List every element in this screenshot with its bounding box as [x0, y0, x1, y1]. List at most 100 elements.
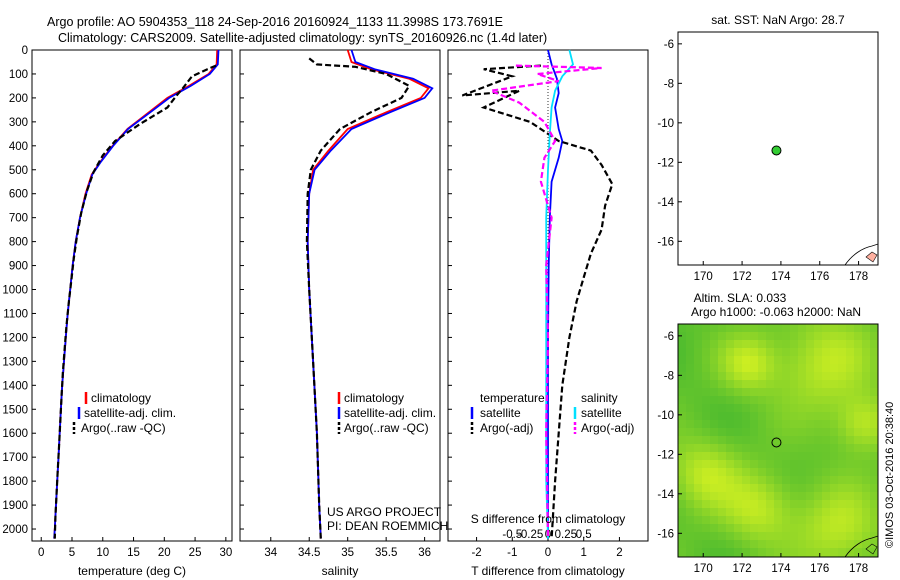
sla-cell [726, 364, 734, 372]
sla-cell [830, 396, 838, 404]
salinity-tick-label: 34 [264, 547, 277, 559]
sla-heatmap [678, 324, 878, 557]
sla-cell [870, 444, 878, 452]
legend-satellite: satellite-adj. clim. [84, 406, 176, 420]
sla-cell [710, 428, 718, 436]
sla-cell [854, 508, 862, 516]
sla-cell [742, 396, 750, 404]
sla-cell [798, 500, 806, 508]
sla-cell [806, 372, 814, 380]
sla-cell [854, 340, 862, 348]
sla-cell [798, 340, 806, 348]
temperature-tick-label: 30 [219, 547, 232, 559]
sla-cell [734, 356, 742, 364]
sla-cell [742, 412, 750, 420]
sla-cell [710, 348, 718, 356]
sla-cell [870, 428, 878, 436]
sla-cell [710, 324, 718, 332]
sla-cell [830, 444, 838, 452]
sla-cell [766, 364, 774, 372]
sla-cell [814, 340, 822, 348]
sla-cell [790, 372, 798, 380]
sla-cell [870, 532, 878, 540]
sla-cell [710, 460, 718, 468]
sla-cell [838, 428, 846, 436]
sla-cell [678, 436, 686, 444]
sla-cell [686, 468, 694, 476]
sla-cell [782, 500, 790, 508]
sla-cell [694, 532, 702, 540]
sla-cell [742, 356, 750, 364]
sla-cell [710, 444, 718, 452]
sla-cell [846, 540, 854, 548]
sla-cell [702, 332, 710, 340]
sla-cell [766, 340, 774, 348]
sla-cell [718, 452, 726, 460]
sla-cell [750, 348, 758, 356]
sla-cell [710, 388, 718, 396]
sla-cell [710, 476, 718, 484]
sla-cell [822, 348, 830, 356]
sla-cell [734, 372, 742, 380]
sla-cell [742, 428, 750, 436]
sla-cell [694, 460, 702, 468]
sla-cell [774, 492, 782, 500]
sla-cell [726, 444, 734, 452]
sla-cell [830, 356, 838, 364]
sla-cell [678, 372, 686, 380]
sla-cell [782, 340, 790, 348]
sla-cell [750, 452, 758, 460]
sla-cell [838, 420, 846, 428]
sla-cell [806, 340, 814, 348]
sla-cell [766, 332, 774, 340]
sla-cell [758, 460, 766, 468]
sla-cell [822, 356, 830, 364]
legend-salinity-header: salinity [581, 391, 618, 405]
sla-cell [870, 484, 878, 492]
sla-cell [710, 532, 718, 540]
sla-cell [854, 444, 862, 452]
series-line-3 [486, 64, 602, 539]
depth-tick-label: 0 [22, 45, 28, 57]
sla-cell [870, 460, 878, 468]
sla-cell [846, 484, 854, 492]
sla-cell [678, 348, 686, 356]
sla-cell [814, 532, 822, 540]
sla-cell [742, 420, 750, 428]
sla-cell [734, 348, 742, 356]
sla-cell [846, 356, 854, 364]
sla-cell [806, 380, 814, 388]
coastline [844, 243, 879, 266]
sla-cell [846, 420, 854, 428]
sla-cell [718, 476, 726, 484]
sla-cell [782, 468, 790, 476]
sla-cell [702, 420, 710, 428]
sla-cell [718, 348, 726, 356]
sla-cell [830, 484, 838, 492]
sla-cell [702, 468, 710, 476]
sla-cell [726, 404, 734, 412]
sla-cell [774, 332, 782, 340]
sla-cell [830, 452, 838, 460]
series-line-1 [461, 64, 614, 539]
sla-cell [774, 380, 782, 388]
sla-cell [734, 324, 742, 332]
sla-cell [854, 332, 862, 340]
sla-cell [838, 412, 846, 420]
sla-cell [734, 540, 742, 548]
sla-cell [854, 356, 862, 364]
sla-cell [758, 492, 766, 500]
sla-cell [838, 500, 846, 508]
sla-cell [758, 500, 766, 508]
sla-cell [798, 396, 806, 404]
sla-cell [734, 444, 742, 452]
sla-map-frame [677, 323, 879, 558]
sla-cell [750, 492, 758, 500]
sla-cell [782, 540, 790, 548]
sla-cell [806, 364, 814, 372]
sla-cell [870, 452, 878, 460]
sla-cell [678, 532, 686, 540]
sla-cell [806, 444, 814, 452]
sla-cell [766, 348, 774, 356]
sla-cell [814, 540, 822, 548]
